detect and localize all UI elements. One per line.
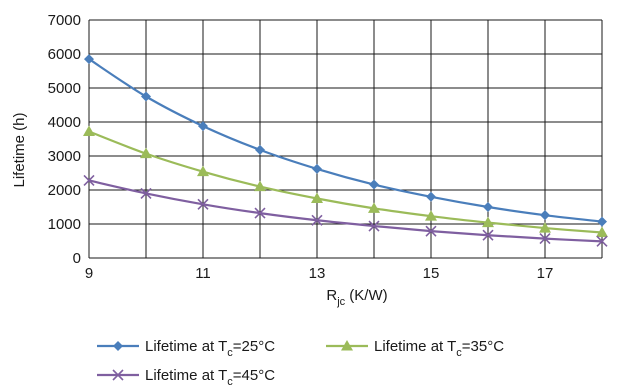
x-tick-label: 13	[309, 265, 326, 282]
data-point	[197, 165, 209, 177]
legend-label: Lifetime at Tc=35°C	[374, 338, 504, 359]
data-point	[312, 163, 322, 174]
y-tick-label: 6000	[48, 46, 81, 63]
legend-marker	[113, 341, 123, 351]
data-point	[368, 220, 380, 232]
data-point	[597, 216, 607, 227]
legend-marker	[112, 369, 124, 381]
legend-label-post: =45°C	[233, 367, 275, 384]
series-2	[83, 125, 608, 237]
data-point	[140, 147, 152, 159]
series-1	[84, 54, 607, 227]
y-tick-label: 7000	[48, 12, 81, 29]
data-point	[539, 233, 551, 245]
y-tick-label: 1000	[48, 216, 81, 233]
legend-marker	[341, 340, 353, 351]
legend-item: Lifetime at Tc=45°C	[97, 367, 275, 388]
data-point	[539, 222, 551, 233]
data-point	[197, 198, 209, 210]
legend-label: Lifetime at Tc=45°C	[145, 367, 275, 388]
data-point	[311, 192, 323, 203]
y-tick-label: 0	[73, 250, 81, 267]
legend-label-post: =35°C	[462, 338, 504, 355]
data-point	[482, 216, 494, 228]
x-axis-title-sub: jc	[336, 296, 345, 308]
data-point	[596, 226, 608, 237]
series-3	[83, 174, 608, 247]
x-tick-label: 9	[85, 265, 93, 282]
legend-item: Lifetime at Tc=35°C	[326, 338, 504, 359]
data-point	[483, 202, 493, 212]
series-group	[83, 54, 608, 247]
x-axis-title-main: R	[326, 287, 337, 304]
y-tick-label: 5000	[48, 80, 81, 97]
y-tick-label: 2000	[48, 182, 81, 199]
legend-label: Lifetime at Tc=25°C	[145, 338, 275, 359]
legend-label-pre: Lifetime at T	[145, 367, 227, 384]
x-tick-label: 15	[423, 265, 440, 282]
data-point	[84, 54, 94, 65]
data-point	[254, 207, 266, 219]
legend-label-pre: Lifetime at T	[374, 338, 456, 355]
series-line	[88, 130, 603, 234]
series-line	[88, 179, 603, 243]
series-line	[88, 58, 603, 223]
data-point	[425, 210, 437, 221]
x-tick-label: 17	[537, 265, 554, 282]
y-tick-label: 3000	[48, 148, 81, 165]
legend-item: Lifetime at Tc=25°C	[97, 338, 275, 359]
legend-label-sub: c	[227, 376, 233, 388]
data-point	[368, 202, 380, 213]
legend-label-pre: Lifetime at T	[145, 338, 227, 355]
x-axis-title: Rjc (K/W)	[326, 287, 387, 308]
data-point	[254, 180, 266, 192]
data-point	[540, 210, 550, 221]
data-point	[482, 229, 494, 241]
data-point	[255, 144, 265, 155]
data-point	[369, 179, 379, 190]
data-point	[140, 187, 152, 199]
data-point	[83, 174, 95, 187]
data-point	[425, 225, 437, 237]
tick-labels: 0 1000 2000 3000 4000 5000 6000 7000 9 11 13 15 17	[48, 12, 554, 282]
y-axis-title: Lifetime (h)	[11, 112, 28, 187]
data-point	[311, 214, 323, 226]
data-point	[83, 125, 95, 137]
x-tick-label: 11	[195, 265, 211, 282]
legend-label-post: =25°C	[233, 338, 275, 355]
legend: Lifetime at Tc=25°C Lifetime at Tc=35°CLi…	[97, 338, 504, 388]
x-axis-title-rest: (K/W)	[345, 287, 388, 304]
y-tick-label: 4000	[48, 114, 81, 131]
data-point	[141, 91, 151, 102]
data-point	[596, 235, 608, 247]
data-point	[198, 121, 208, 132]
legend-label-sub: c	[456, 347, 462, 359]
legend-label-sub: c	[227, 347, 233, 359]
data-point	[426, 191, 436, 202]
